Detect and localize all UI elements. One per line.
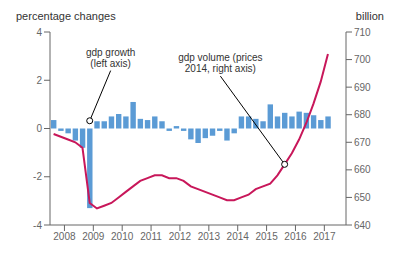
svg-text:2013: 2013 bbox=[198, 231, 221, 242]
svg-text:2009: 2009 bbox=[82, 231, 105, 242]
svg-text:0: 0 bbox=[36, 123, 42, 134]
svg-text:680: 680 bbox=[354, 109, 371, 120]
svg-text:690: 690 bbox=[354, 82, 371, 93]
svg-text:2016: 2016 bbox=[284, 231, 307, 242]
svg-text:2012: 2012 bbox=[169, 231, 192, 242]
svg-text:-4: -4 bbox=[33, 220, 42, 231]
svg-text:640: 640 bbox=[354, 220, 371, 231]
svg-text:gdp growth(left axis): gdp growth(left axis) bbox=[86, 47, 135, 69]
svg-text:660: 660 bbox=[354, 164, 371, 175]
svg-text:2: 2 bbox=[36, 75, 42, 86]
svg-text:4: 4 bbox=[36, 27, 42, 38]
svg-text:710: 710 bbox=[354, 27, 371, 38]
svg-text:2010: 2010 bbox=[111, 231, 134, 242]
html-text:billion: billion bbox=[355, 10, 384, 22]
svg-text:gdp volume (prices2014, right: gdp volume (prices2014, right axis) bbox=[178, 52, 262, 74]
svg-text:2011: 2011 bbox=[140, 231, 162, 242]
svg-text:700: 700 bbox=[354, 54, 371, 65]
svg-text:670: 670 bbox=[354, 137, 371, 148]
svg-text:650: 650 bbox=[354, 192, 371, 203]
svg-text:2015: 2015 bbox=[255, 231, 278, 242]
svg-text:-2: -2 bbox=[33, 171, 42, 182]
svg-text:2017: 2017 bbox=[313, 231, 336, 242]
svg-text:2008: 2008 bbox=[53, 231, 76, 242]
html-text:percentage changes: percentage changes bbox=[16, 10, 116, 22]
svg-text:2014: 2014 bbox=[227, 231, 250, 242]
